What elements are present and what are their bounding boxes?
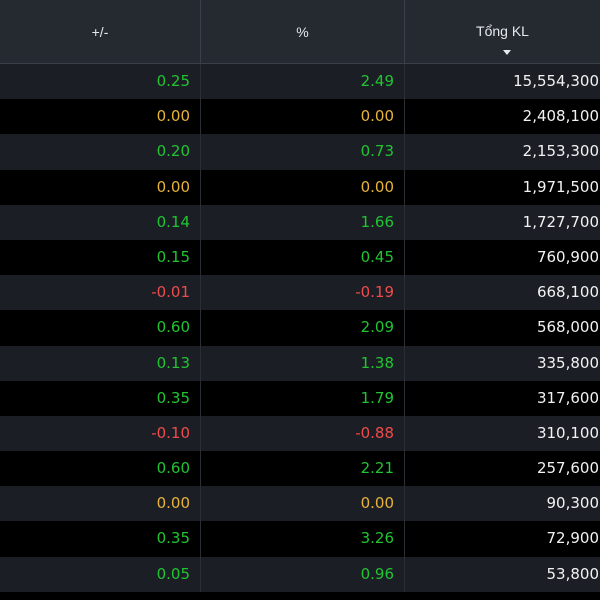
table-row[interactable]: 0.20 0.73 2,153,300 — [0, 134, 600, 170]
table-row[interactable]: 0.00 0.00 90,300 — [0, 486, 600, 522]
total-volume-cell: 2,153,300 — [522, 142, 599, 161]
table-row[interactable]: 0.35 3.26 72,900 — [0, 521, 600, 557]
percent-cell: 0.45 — [201, 239, 405, 276]
total-volume-cell: 310,100 — [536, 423, 599, 442]
percent-cell: -0.88 — [201, 415, 405, 452]
change-cell: 0.00 — [0, 99, 201, 135]
table-row[interactable]: 0.14 1.66 1,727,700 — [0, 204, 600, 240]
total-volume-cell: 15,554,300 — [513, 72, 599, 90]
total-volume-cell: 2,408,100 — [522, 107, 599, 126]
change-cell: -0.01 — [0, 275, 201, 311]
change-cell: 0.60 — [0, 310, 201, 346]
total-volume-cell: 53,800 — [546, 564, 600, 583]
change-cell: 0.20 — [0, 134, 201, 170]
total-volume-cell: 668,100 — [536, 283, 599, 302]
table-row[interactable]: 0.13 1.38 335,800 — [0, 345, 600, 381]
percent-cell: 0.00 — [201, 99, 405, 135]
table-row[interactable]: 0.25 2.49 15,554,300 — [0, 64, 600, 100]
total-volume-cell: 1,727,700 — [522, 212, 599, 231]
table-row[interactable]: 0.00 0.00 2,408,100 — [0, 99, 600, 135]
total-volume-cell: 568,000 — [536, 318, 599, 337]
change-cell: -0.10 — [0, 415, 201, 452]
total-volume-cell: 90,300 — [546, 494, 600, 513]
percent-cell: 1.66 — [201, 204, 405, 240]
table-row[interactable]: 0.00 0.00 1,971,500 — [0, 169, 600, 205]
total-volume-cell: 317,600 — [536, 388, 599, 407]
change-cell: 0.00 — [0, 486, 201, 522]
change-cell: 0.14 — [0, 204, 201, 240]
total-volume-cell: 257,600 — [536, 459, 599, 478]
change-cell: 0.35 — [0, 380, 201, 416]
table-row[interactable]: 0.60 2.21 257,600 — [0, 451, 600, 487]
column-header-total-volume-label: Tổng KL — [476, 23, 529, 39]
percent-cell: 2.09 — [201, 310, 405, 346]
change-cell: 0.25 — [0, 64, 201, 100]
change-cell: 0.13 — [0, 345, 201, 381]
change-cell: 0.60 — [0, 451, 201, 487]
percent-cell: 2.21 — [201, 451, 405, 487]
percent-cell: 2.49 — [201, 64, 405, 100]
total-volume-cell: 760,900 — [536, 247, 599, 266]
change-cell: 0.35 — [0, 521, 201, 557]
column-header-percent-label: % — [296, 24, 309, 40]
table-row[interactable]: 0.35 1.79 317,600 — [0, 380, 600, 416]
table-row[interactable]: 0.05 0.96 53,800 — [0, 556, 600, 592]
caret-down-icon[interactable] — [503, 50, 511, 55]
table-row[interactable]: 0.60 2.09 568,000 — [0, 310, 600, 346]
column-header-change[interactable]: +/- — [0, 0, 201, 64]
table-body: 0.25 2.49 15,554,300 0.00 0.00 2,408,100 0.20 0… — [0, 64, 600, 592]
percent-cell: 0.00 — [201, 486, 405, 522]
total-volume-cell: 1,971,500 — [522, 177, 599, 196]
percent-cell: 3.26 — [201, 521, 405, 557]
percent-cell: 0.00 — [201, 169, 405, 205]
column-header-change-label: +/- — [91, 24, 109, 40]
total-volume-cell: 72,900 — [546, 529, 600, 548]
table-header: +/- % Tổng KL — [0, 0, 600, 64]
change-cell: 0.05 — [0, 556, 201, 592]
table-row[interactable]: -0.01 -0.19 668,100 — [0, 275, 600, 311]
table-row[interactable]: -0.10 -0.88 310,100 — [0, 415, 600, 452]
total-volume-cell: 335,800 — [536, 353, 599, 372]
column-header-total-volume[interactable]: Tổng KL — [405, 0, 600, 64]
column-header-percent[interactable]: % — [201, 0, 405, 64]
change-cell: 0.15 — [0, 239, 201, 276]
percent-cell: 1.79 — [201, 380, 405, 416]
percent-cell: 0.73 — [201, 134, 405, 170]
change-cell: 0.00 — [0, 169, 201, 205]
percent-cell: 0.96 — [201, 556, 405, 592]
percent-cell: -0.19 — [201, 275, 405, 311]
table-row[interactable]: 0.15 0.45 760,900 — [0, 239, 600, 276]
percent-cell: 1.38 — [201, 345, 405, 381]
